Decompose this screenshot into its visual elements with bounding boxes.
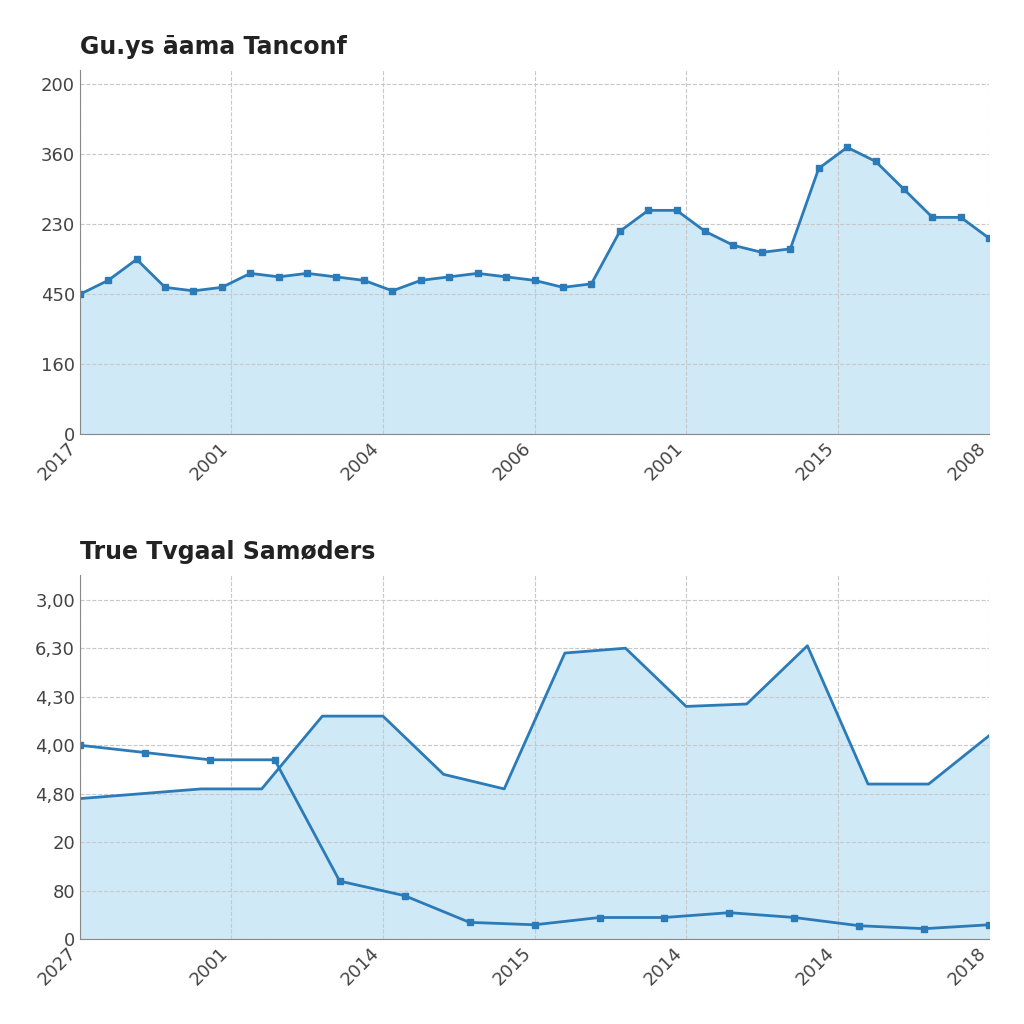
Text: Gu.ys āama Tanconf: Gu.ys āama Tanconf	[80, 35, 347, 58]
Text: True Tvgaal Samøders: True Tvgaal Samøders	[80, 540, 375, 564]
